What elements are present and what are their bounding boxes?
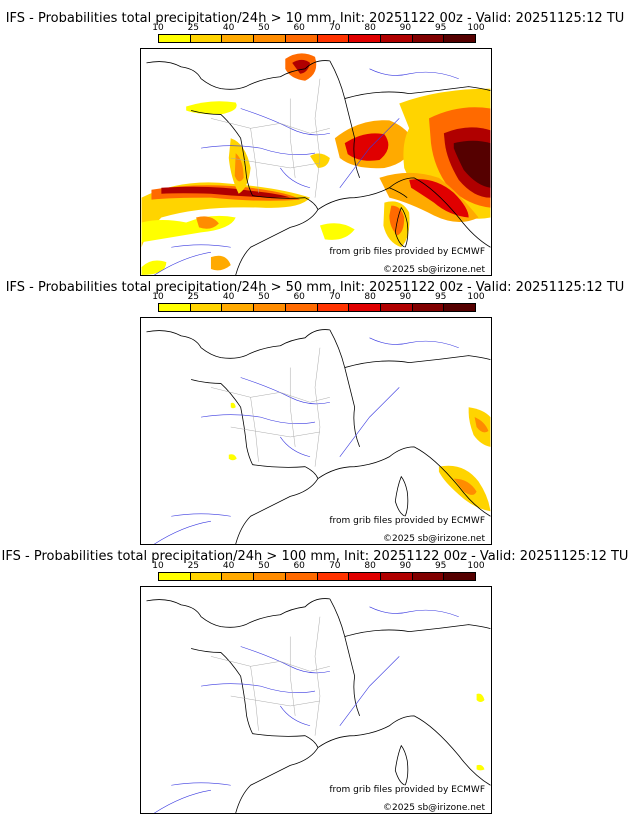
legend-tick: 70 <box>329 292 341 302</box>
panel-2-title: IFS - Probabilities total precipitation/… <box>5 280 625 295</box>
legend-tick: 100 <box>467 561 485 571</box>
legend-tick: 60 <box>293 561 305 571</box>
rivers <box>154 337 459 544</box>
region-borders <box>210 616 330 736</box>
legend-swatch <box>412 573 445 580</box>
legend-tick: 95 <box>434 23 447 33</box>
legend-swatch <box>349 304 381 311</box>
legend-swatch <box>254 35 286 42</box>
panel-3-map: from grib files provided by ECMWF ©2025 … <box>140 586 492 814</box>
panel-2-map-svg <box>146 329 491 544</box>
legend-tick: 80 <box>364 561 376 571</box>
legend-tick: 80 <box>364 23 376 33</box>
panel-2-map: from grib files provided by ECMWF ©2025 … <box>140 317 492 545</box>
legend-swatch <box>254 573 286 580</box>
panel-3-credit-copyright: ©2025 sb@irizone.net <box>383 803 485 813</box>
legend-swatch <box>254 304 286 311</box>
legend-swatch <box>380 304 413 311</box>
legend-swatch <box>285 573 318 580</box>
legend-swatch <box>444 304 476 311</box>
legend-swatch <box>222 35 255 42</box>
panel-1-title: IFS - Probabilities total precipitation/… <box>5 11 625 26</box>
coastline <box>146 598 491 813</box>
precip-field <box>228 402 491 512</box>
legend-tick: 50 <box>258 561 270 571</box>
legend-tick: 90 <box>399 561 412 571</box>
legend-tick: 95 <box>434 292 447 302</box>
legend-tick: 80 <box>364 292 376 302</box>
legend-tick: 25 <box>187 561 200 571</box>
legend-swatch <box>380 573 413 580</box>
legend-swatch <box>222 573 255 580</box>
panel-2-credit-source: from grib files provided by ECMWF <box>329 516 485 526</box>
legend-tick: 60 <box>293 23 305 33</box>
legend-tick: 90 <box>399 292 412 302</box>
legend-tick: 50 <box>258 23 270 33</box>
coastline <box>146 329 491 544</box>
legend-swatch <box>190 304 223 311</box>
legend-swatch <box>285 304 318 311</box>
precip-field <box>476 693 485 771</box>
legend-tick: 100 <box>467 292 485 302</box>
legend-swatch <box>159 304 191 311</box>
legend-swatch <box>444 573 476 580</box>
legend-swatch <box>380 35 413 42</box>
panel-3-legend-ticks: 10 25 40 50 60 70 80 90 95 100 <box>152 561 484 571</box>
legend-tick: 95 <box>434 561 447 571</box>
legend-swatch <box>159 35 191 42</box>
legend-swatch <box>159 573 191 580</box>
rivers <box>154 606 459 813</box>
legend-swatch <box>317 304 350 311</box>
panel-1-color-legend <box>158 34 476 43</box>
legend-swatch <box>444 35 476 42</box>
panel-3-map-svg <box>146 598 491 813</box>
coastline <box>146 60 491 275</box>
legend-tick: 10 <box>152 23 164 33</box>
panel-3-title: IFS - Probabilities total precipitation/… <box>1 549 629 564</box>
legend-tick: 25 <box>187 23 200 33</box>
legend-tick: 90 <box>399 23 412 33</box>
panel-1-map: from grib files provided by ECMWF ©2025 … <box>140 48 492 276</box>
region-borders <box>210 78 330 198</box>
legend-tick: 10 <box>152 292 164 302</box>
panel-2-legend-ticks: 10 25 40 50 60 70 80 90 95 100 <box>152 292 484 302</box>
legend-tick: 100 <box>467 23 485 33</box>
legend-swatch <box>412 35 445 42</box>
legend-swatch <box>222 304 255 311</box>
legend-tick: 25 <box>187 292 200 302</box>
panel-1-credit-source: from grib files provided by ECMWF <box>329 247 485 257</box>
legend-tick: 70 <box>329 23 341 33</box>
region-borders <box>210 347 330 467</box>
legend-swatch <box>349 35 381 42</box>
panel-2-credit-copyright: ©2025 sb@irizone.net <box>383 534 485 544</box>
legend-tick: 40 <box>222 292 235 302</box>
precip-field <box>141 53 491 275</box>
panel-2-color-legend <box>158 303 476 312</box>
legend-swatch <box>285 35 318 42</box>
rivers <box>154 68 459 275</box>
legend-swatch <box>317 573 350 580</box>
legend-tick: 40 <box>222 23 235 33</box>
legend-swatch <box>190 573 223 580</box>
legend-tick: 60 <box>293 292 305 302</box>
legend-tick: 10 <box>152 561 164 571</box>
legend-swatch <box>317 35 350 42</box>
panel-3-color-legend <box>158 572 476 581</box>
legend-swatch <box>349 573 381 580</box>
legend-tick: 70 <box>329 561 341 571</box>
legend-swatch <box>412 304 445 311</box>
legend-tick: 50 <box>258 292 270 302</box>
panel-3-credit-source: from grib files provided by ECMWF <box>329 785 485 795</box>
panel-1-legend-ticks: 10 25 40 50 60 70 80 90 95 100 <box>152 23 484 33</box>
panel-1-map-svg <box>141 53 491 275</box>
legend-swatch <box>190 35 223 42</box>
legend-tick: 40 <box>222 561 235 571</box>
panel-1-credit-copyright: ©2025 sb@irizone.net <box>383 265 485 275</box>
